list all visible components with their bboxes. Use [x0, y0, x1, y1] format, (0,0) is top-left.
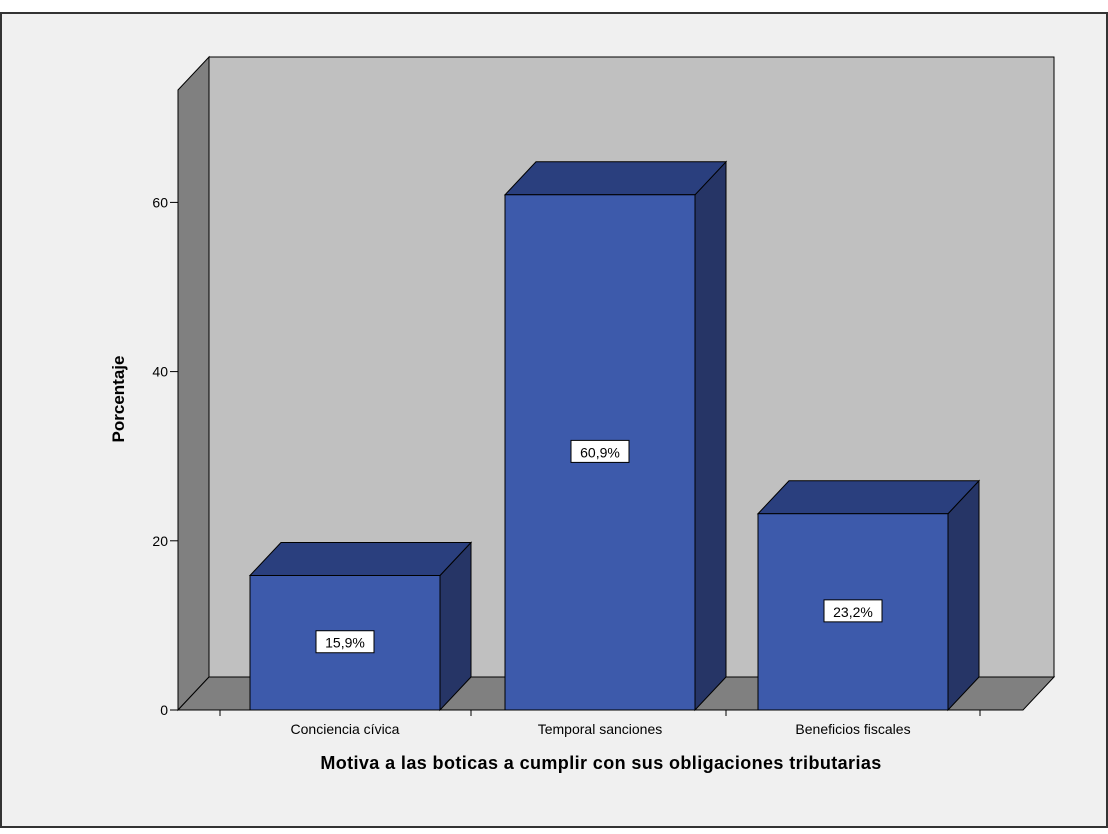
- bars: 15,9% 60,9% 23,2%: [248, 160, 981, 712]
- data-label-box: [570, 439, 630, 463]
- bar-group: 60,9%: [503, 160, 728, 712]
- data-label-box: [823, 599, 883, 623]
- y-tick-label: 0: [160, 702, 168, 718]
- y-tick-label: 40: [152, 364, 168, 380]
- y-axis-title: Porcentaje: [109, 356, 128, 443]
- data-label: 23,2%: [833, 604, 873, 620]
- bar-group: 23,2%: [756, 479, 981, 712]
- x-tick-label: Conciencia cívica: [291, 721, 400, 737]
- bar-group: 15,9%: [248, 541, 473, 712]
- bar-side: [694, 160, 727, 712]
- bar-side: [947, 479, 980, 712]
- x-tick-label: Temporal sanciones: [538, 721, 663, 737]
- y-tick-label: 60: [152, 194, 168, 210]
- x-tick-label: Beneficios fiscales: [795, 721, 910, 737]
- bar-top: [248, 541, 473, 576]
- data-label-box: [315, 630, 375, 654]
- y-tick-label: 20: [152, 533, 168, 549]
- bar-top: [503, 161, 728, 196]
- y-axis: 0 20 40 60: [152, 90, 179, 718]
- data-label: 60,9%: [580, 444, 620, 460]
- bar-top: [756, 480, 981, 515]
- x-axis-title: Motiva a las boticas a cumplir con sus o…: [320, 753, 881, 773]
- data-label: 15,9%: [325, 635, 365, 651]
- side-wall: [177, 55, 210, 712]
